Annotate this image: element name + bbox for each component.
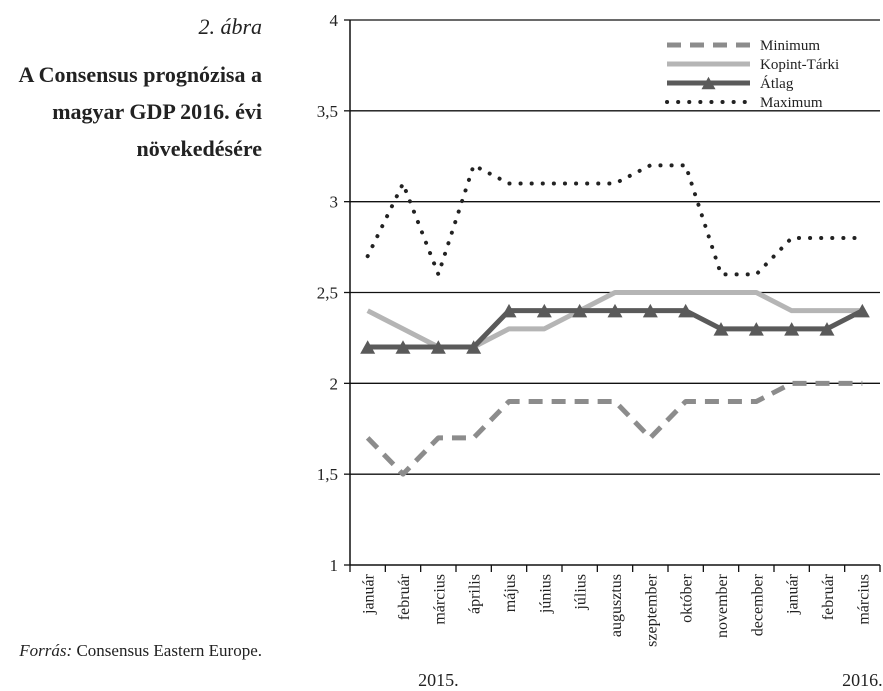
series-line bbox=[365, 163, 865, 277]
y-tick-label: 1 bbox=[330, 556, 339, 575]
x-tick-label: november bbox=[714, 573, 731, 638]
series-line bbox=[366, 290, 863, 350]
figure-number: 2. ábra bbox=[198, 14, 262, 39]
x-tick-label: február bbox=[396, 573, 413, 620]
y-tick-label: 2,5 bbox=[317, 284, 338, 303]
series-line bbox=[365, 380, 863, 477]
legend-label: Maximum bbox=[760, 95, 823, 111]
x-tick-label: március bbox=[431, 574, 448, 625]
y-tick-label: 1,5 bbox=[317, 465, 338, 484]
source-label: Forrás: bbox=[19, 641, 73, 660]
figure-source: Forrás: Consensus Eastern Europe. bbox=[0, 640, 262, 662]
y-tick-label: 3 bbox=[330, 193, 339, 212]
y-tick-label: 2 bbox=[330, 374, 339, 393]
x-tick-label: június bbox=[537, 574, 554, 614]
series-marker bbox=[536, 303, 552, 318]
x-tick-label: február bbox=[820, 573, 837, 620]
series-marker bbox=[466, 340, 482, 354]
series-marker bbox=[854, 303, 870, 318]
series-marker bbox=[748, 322, 764, 336]
x-tick-label: március bbox=[855, 574, 872, 625]
source-text: Consensus Eastern Europe. bbox=[76, 641, 262, 660]
series-marker bbox=[607, 303, 623, 318]
figure-title: A Consensus prognózisa a magyar GDP 2016… bbox=[18, 62, 263, 161]
series-marker bbox=[713, 322, 729, 336]
series-marker bbox=[430, 340, 446, 354]
year-label: 2015. bbox=[418, 670, 459, 690]
series-marker bbox=[395, 340, 411, 354]
series-marker bbox=[360, 340, 376, 354]
x-tick-label: december bbox=[749, 573, 766, 636]
legend-marker bbox=[701, 76, 716, 90]
x-tick-label: április bbox=[467, 574, 484, 614]
y-tick-label: 3,5 bbox=[317, 102, 338, 121]
x-tick-label: január bbox=[361, 573, 378, 615]
series-marker bbox=[642, 303, 658, 318]
series-marker bbox=[819, 322, 835, 336]
legend-label: Átlag bbox=[760, 75, 794, 92]
x-tick-label: szeptember bbox=[643, 573, 660, 647]
x-tick-label: május bbox=[502, 574, 519, 612]
x-tick-label: január bbox=[785, 573, 802, 615]
x-tick-label: október bbox=[679, 573, 696, 623]
x-tick-label: augusztus bbox=[608, 574, 625, 637]
series-marker bbox=[784, 322, 800, 336]
legend-label: Kopint-Tárki bbox=[760, 57, 839, 73]
series-marker bbox=[572, 303, 588, 318]
year-label: 2016. bbox=[842, 670, 883, 690]
legend-label: Minimum bbox=[760, 38, 820, 54]
x-tick-label: július bbox=[573, 574, 590, 611]
y-tick-label: 4 bbox=[330, 11, 339, 30]
series-marker bbox=[501, 303, 517, 318]
series-marker bbox=[678, 303, 694, 318]
